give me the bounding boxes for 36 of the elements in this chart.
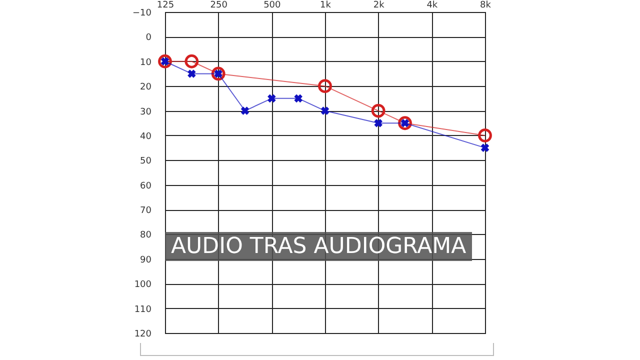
x-tick-label: 2k xyxy=(373,0,386,10)
point xyxy=(318,79,332,94)
point xyxy=(240,106,250,115)
y-tick-label: 100 xyxy=(134,280,152,290)
y-tick-label: 80 xyxy=(140,230,152,241)
point xyxy=(184,54,199,68)
x-tick-label: 8k xyxy=(480,0,492,10)
y-tick-label: 110 xyxy=(134,304,152,315)
y-tick-label: 60 xyxy=(140,181,152,192)
x-tick-label: 1k xyxy=(320,0,332,10)
point xyxy=(294,94,302,103)
x-tick-label: 4k xyxy=(426,0,438,10)
y-tick-label: 20 xyxy=(140,82,152,93)
y-tick-label: 0 xyxy=(146,33,152,44)
y-tick-label: 120 xyxy=(134,330,152,340)
point xyxy=(480,144,490,152)
y-tick-label: 40 xyxy=(140,132,152,142)
point xyxy=(188,70,196,78)
point xyxy=(398,116,412,130)
x-tick-label: 250 xyxy=(210,0,228,10)
point xyxy=(158,54,172,68)
point xyxy=(211,66,226,81)
y-tick-label: 90 xyxy=(140,255,152,266)
point xyxy=(374,118,382,128)
y-tick-label: 70 xyxy=(140,206,152,216)
annotation: AUDIO TRAS AUDIOGRAMA xyxy=(165,232,472,261)
point xyxy=(478,128,492,142)
y-tick-label: 30 xyxy=(140,107,152,118)
x-tick-label: 125 xyxy=(156,0,174,10)
y-tick-label: 10 xyxy=(140,58,152,68)
x-tick-label: 500 xyxy=(264,0,282,10)
point xyxy=(268,94,276,103)
point xyxy=(371,104,386,118)
y-tick-label: 50 xyxy=(140,156,152,167)
y-tick-label: −10 xyxy=(132,8,152,18)
point xyxy=(320,106,330,115)
